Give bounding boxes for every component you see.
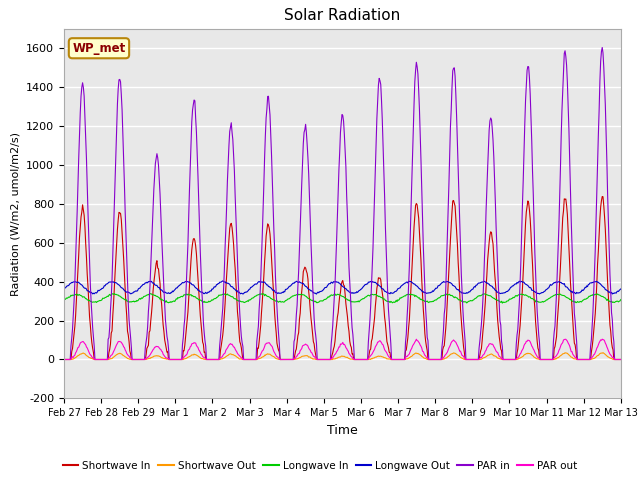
Legend: Shortwave In, Shortwave Out, Longwave In, Longwave Out, PAR in, PAR out: Shortwave In, Shortwave Out, Longwave In… <box>58 456 582 475</box>
Title: Solar Radiation: Solar Radiation <box>284 9 401 24</box>
X-axis label: Time: Time <box>327 424 358 437</box>
Text: WP_met: WP_met <box>72 42 125 55</box>
Y-axis label: Radiation (W/m2, umol/m2/s): Radiation (W/m2, umol/m2/s) <box>11 132 20 296</box>
